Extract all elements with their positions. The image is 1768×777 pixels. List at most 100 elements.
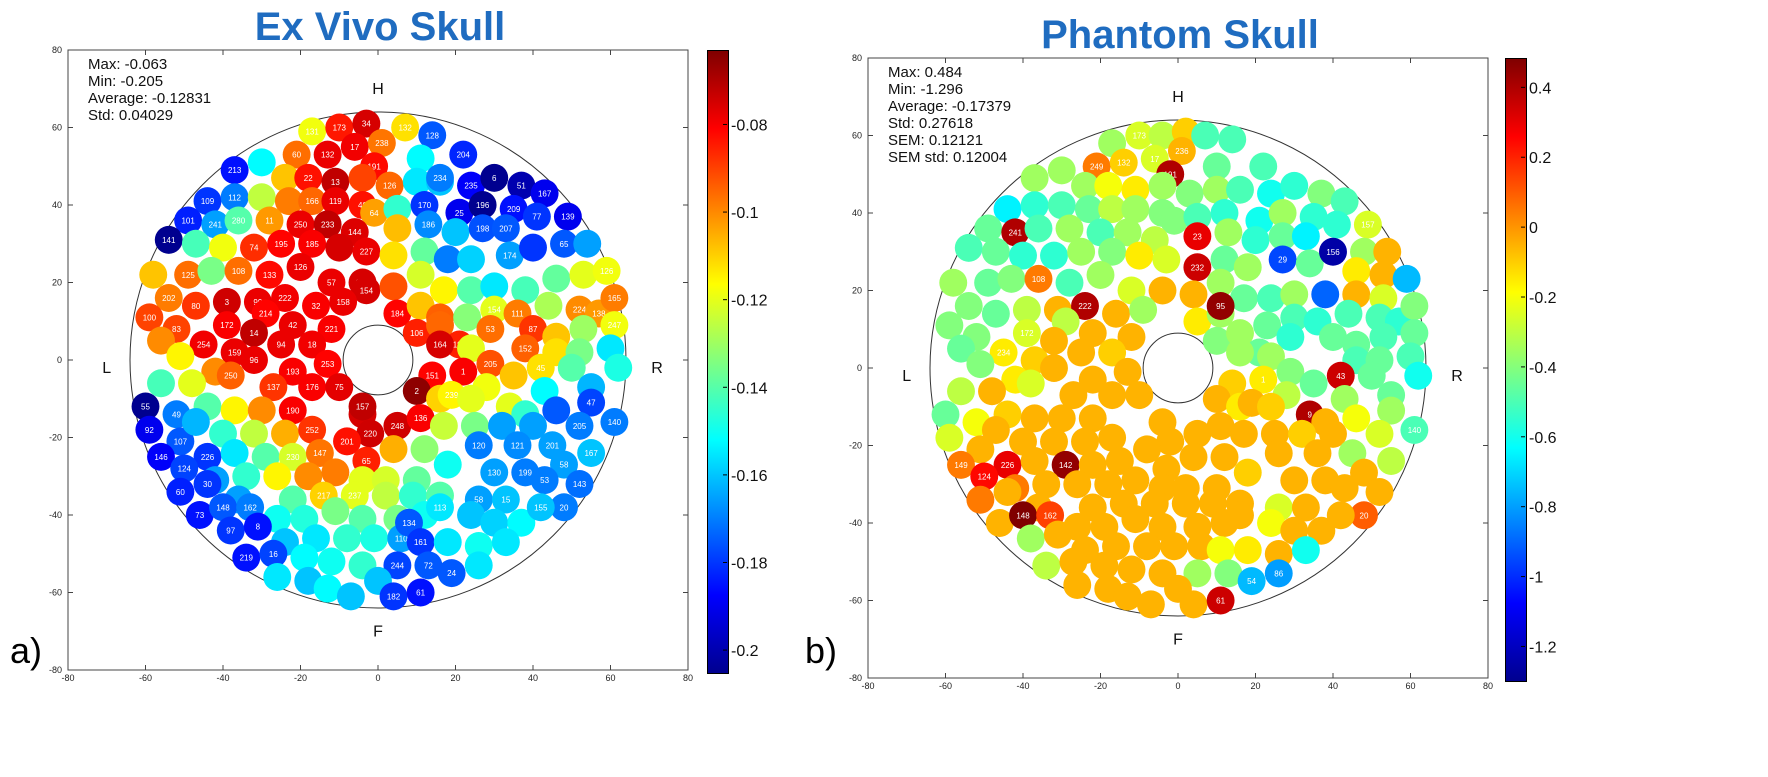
point-label: 143 [573, 480, 587, 489]
data-point [298, 330, 327, 359]
data-point [240, 419, 268, 448]
data-point [1094, 171, 1123, 200]
data-point [1040, 241, 1068, 270]
data-point [491, 214, 520, 243]
data-point [1032, 470, 1061, 499]
data-point [1291, 536, 1320, 565]
point-label: 95 [1216, 302, 1225, 311]
data-point [1264, 540, 1293, 568]
data-point [1342, 257, 1371, 286]
data-point [402, 377, 431, 405]
data-point [1404, 361, 1433, 390]
data-point [1257, 392, 1285, 421]
colorbar-tick-label: -0.08 [731, 117, 768, 134]
point-label: 61 [416, 589, 425, 598]
data-point [978, 377, 1006, 406]
stats-line: Std: 0.04029 [88, 107, 173, 124]
data-point [414, 210, 443, 239]
data-point [1311, 280, 1340, 309]
point-label: 57 [327, 279, 336, 288]
data-point [1303, 439, 1332, 468]
point-label: 164 [433, 341, 447, 350]
colorbar-tick-label: -0.12 [731, 293, 768, 310]
data-point [1202, 175, 1231, 204]
data-point [1102, 299, 1130, 328]
data-point [379, 241, 408, 270]
data-point [1078, 404, 1107, 433]
x-tick-label: 20 [1250, 681, 1260, 691]
data-point [429, 411, 458, 440]
data-point [282, 140, 311, 169]
data-point [1249, 152, 1278, 181]
data-point [935, 311, 964, 340]
point-label: 205 [573, 422, 587, 431]
data-point [1369, 323, 1398, 351]
point-label: 73 [195, 511, 204, 520]
data-point [232, 462, 261, 491]
y-tick-label: 80 [52, 45, 62, 55]
data-point [935, 423, 964, 452]
point-label: 96 [250, 356, 259, 365]
stats-line: Std: 0.27618 [888, 115, 973, 132]
data-point [410, 435, 439, 464]
x-tick-label: -40 [1016, 681, 1029, 691]
point-label: 155 [534, 503, 548, 512]
data-point [1020, 191, 1049, 220]
data-point [402, 167, 431, 196]
point-label: 170 [418, 201, 432, 210]
data-point [1206, 292, 1235, 320]
data-point [476, 315, 505, 343]
data-point [367, 129, 396, 157]
data-point [294, 163, 323, 192]
data-point [1214, 218, 1243, 247]
data-point [1233, 253, 1262, 282]
data-point [1257, 509, 1285, 537]
point-label: 65 [560, 240, 569, 249]
data-point [1226, 501, 1254, 530]
data-point [1350, 501, 1378, 530]
data-point [240, 233, 268, 262]
point-label: 182 [387, 592, 401, 601]
data-point [553, 202, 582, 231]
point-label: 162 [1043, 511, 1057, 520]
point-label: 144 [348, 228, 362, 237]
point-label: 34 [362, 120, 371, 129]
y-tick-label: 40 [52, 200, 62, 210]
stats-line: Max: -0.063 [88, 56, 167, 73]
data-point [1206, 536, 1235, 565]
point-label: 1 [1261, 376, 1266, 385]
data-point [997, 264, 1026, 293]
data-point [1210, 245, 1239, 274]
point-label: 61 [1216, 597, 1225, 606]
data-point [1241, 226, 1270, 255]
data-point [1202, 152, 1231, 181]
x-tick-label: 0 [375, 673, 380, 683]
stats-line: Average: -0.12831 [88, 90, 211, 107]
point-label: 132 [1117, 159, 1131, 168]
inner-hole [342, 324, 414, 396]
data-point [1125, 121, 1154, 150]
data-point [1330, 474, 1359, 503]
point-label: 83 [172, 325, 181, 334]
y-tick-label: 0 [57, 355, 62, 365]
data-point [1113, 582, 1142, 611]
data-point [1326, 361, 1355, 390]
y-tick-label: 60 [52, 123, 62, 133]
data-point [1171, 489, 1200, 518]
data-point [1400, 416, 1429, 444]
data-point [604, 353, 633, 382]
point-label: 152 [519, 344, 533, 353]
point-label: 219 [240, 554, 254, 563]
data-point [193, 442, 222, 471]
point-label: 22 [304, 174, 313, 183]
data-point [1016, 524, 1045, 553]
data-point [356, 419, 385, 448]
data-point [1055, 268, 1084, 297]
data-point [507, 171, 536, 200]
data-point [1032, 551, 1061, 580]
data-point [294, 462, 323, 491]
data-point [426, 311, 454, 340]
data-point [457, 245, 485, 274]
data-point [1280, 466, 1309, 495]
data-point [1098, 381, 1127, 410]
